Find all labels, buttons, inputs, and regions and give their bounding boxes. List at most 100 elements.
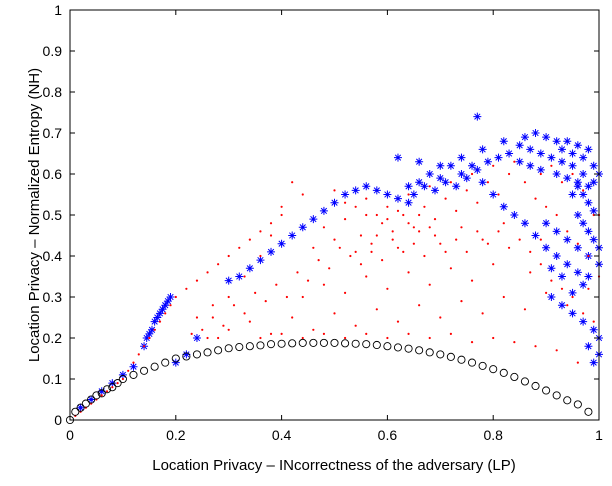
data-point-circle [97,389,106,398]
data-point-dot [333,189,336,192]
data-point-dot [486,181,490,184]
data-point-dot [217,263,220,266]
data-point-star [584,272,593,281]
data-point-star [118,370,127,379]
data-point-circle [383,342,392,351]
y-tick-label: 0.7 [43,125,63,141]
data-point-star [563,137,572,146]
data-point-star [563,260,572,269]
data-point-dot [418,304,421,307]
data-point-star [520,133,529,142]
data-point-dot [560,181,564,184]
data-point-dot [423,254,426,258]
data-point-star [579,280,588,289]
plot-background [70,10,599,420]
data-point-dot [423,205,426,208]
data-point-circle [330,338,339,347]
data-point-star [267,247,276,256]
data-point-dot [211,316,214,319]
data-point-dot [507,172,511,176]
data-point-circle [393,343,403,352]
data-point-dot [592,320,595,323]
data-point-star [579,317,588,326]
data-point-star [552,227,561,236]
data-point-star [542,133,551,142]
data-point-star [341,190,350,199]
data-point-star [510,211,519,219]
data-point-star [129,362,138,371]
data-point-dot [386,218,389,221]
data-point-circle [245,342,254,351]
data-point-dot [269,332,273,335]
data-point-star [542,219,551,228]
data-point-star [277,239,286,248]
data-point-dot [402,250,405,253]
data-point-dot [365,197,368,200]
data-point-star [573,182,582,191]
data-point-circle [573,400,582,409]
data-point-dot [571,295,574,299]
data-point-star [462,174,471,183]
data-point-dot [513,341,516,344]
data-point-star [182,350,191,359]
data-point-dot [481,238,484,241]
data-point-dot [312,246,315,249]
data-point-star [494,153,503,162]
data-point-dot [418,213,421,217]
data-point-dot [418,230,421,233]
data-point-star [489,190,498,199]
data-point-dot [497,193,500,196]
data-point-star [372,186,381,195]
data-point-star [393,153,402,162]
data-point-star [499,137,508,146]
data-point-dot [407,222,410,225]
data-point-dot [566,230,569,233]
data-point-star [147,325,156,334]
data-point-dot [465,250,468,253]
data-point-dot [259,254,262,258]
data-point-star [568,161,577,170]
x-axis: 0 0.2 0.4 0.6 0.8 1 [66,10,603,443]
data-point-dot [111,386,114,389]
data-point-star [557,157,566,166]
data-point-dot [243,312,246,315]
data-point-circle [362,340,371,349]
data-point-dot [587,254,590,258]
data-point-dot [291,181,294,184]
data-point-dot [333,238,336,241]
data-point-circle [150,362,159,371]
data-point-dot [333,312,336,315]
data-point-star [552,252,561,260]
data-point-dot [492,336,495,340]
data-point-circle [404,344,413,353]
data-point-star [526,161,535,170]
data-point-star [568,190,577,199]
data-point-dot [121,377,124,381]
data-point-circle [319,338,328,347]
data-point-star [515,141,524,150]
data-point-dot [174,295,177,299]
data-point-dot [132,361,135,364]
data-point-star [415,157,424,166]
data-point-circle [71,407,80,416]
data-point-star [589,235,598,244]
data-point-dot [365,275,368,278]
data-point-star [351,186,360,195]
data-point-star [145,329,154,338]
data-point-star [536,149,545,158]
data-point-dot [396,320,400,323]
data-point-dot [312,328,315,331]
data-point-dot [470,172,474,176]
data-point-dot [238,246,241,249]
data-point-dot [439,242,442,245]
data-point-dot [576,242,579,245]
data-point-dot [529,250,532,253]
data-point-dot [137,353,140,356]
data-point-star [76,403,85,412]
data-point-star [589,178,598,187]
data-point-star [547,153,556,162]
data-point-star [87,395,96,404]
data-point-dot [502,295,505,299]
data-point-star [552,170,561,178]
data-point-circle [192,350,202,359]
